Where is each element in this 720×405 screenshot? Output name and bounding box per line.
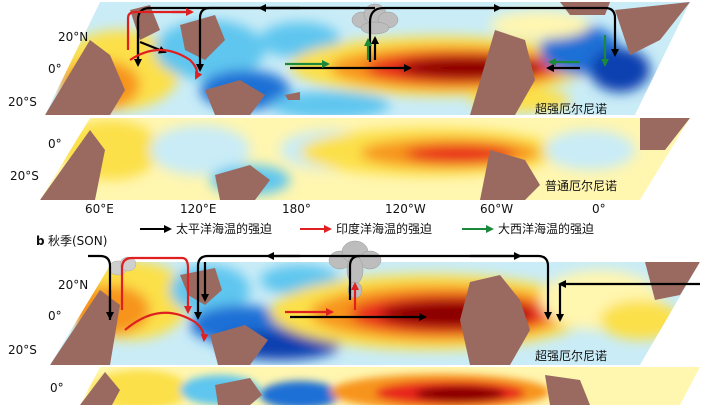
lat-label-20s-c: 20°S bbox=[8, 343, 37, 357]
lon-label-120e: 120°E bbox=[180, 202, 217, 216]
lon-label-180: 180° bbox=[282, 202, 311, 216]
lon-label-120w: 120°W bbox=[385, 202, 426, 216]
super-el-nino-label-top: 超强厄尔尼诺 bbox=[535, 101, 607, 116]
circulation-arrows-top bbox=[126, 4, 619, 80]
legend-label-indian: 印度洋海温的强迫 bbox=[336, 221, 432, 236]
lat-label-0-a: 0° bbox=[48, 62, 62, 76]
panel-season: 秋季(SON) bbox=[48, 234, 107, 248]
super-el-nino-label-son: 超强厄尔尼诺 bbox=[535, 348, 607, 363]
legend: 太平洋海温的强迫 印度洋海温的强迫 大西洋海温的强迫 bbox=[140, 221, 594, 236]
legend-label-atlantic: 大西洋海温的强迫 bbox=[498, 221, 594, 236]
lat-label-0-b: 0° bbox=[48, 137, 62, 151]
circulation-arrows-son bbox=[88, 252, 700, 342]
lat-label-20s-a: 20°S bbox=[8, 95, 37, 109]
longitude-axis: 60°E 120°E 180° 120°W 60°W 0° bbox=[85, 202, 606, 216]
lat-label-20n-c: 20°N bbox=[58, 278, 88, 292]
lat-label-20n-a: 20°N bbox=[58, 30, 88, 44]
lat-label-0-d: 0° bbox=[50, 381, 64, 395]
legend-label-pacific: 太平洋海温的强迫 bbox=[176, 221, 272, 236]
lat-label-0-c: 0° bbox=[48, 309, 62, 323]
map-super-el-nino-top bbox=[45, 2, 690, 115]
lat-label-20s-b: 20°S bbox=[10, 169, 39, 183]
map-normal-el-nino bbox=[40, 118, 690, 200]
normal-el-nino-label: 普通厄尔尼诺 bbox=[545, 178, 617, 193]
lon-label-60w: 60°W bbox=[480, 202, 513, 216]
panel-letter: b bbox=[36, 234, 45, 248]
lon-label-60e: 60°E bbox=[85, 202, 114, 216]
lon-label-0: 0° bbox=[592, 202, 606, 216]
map-bottom-partial bbox=[80, 367, 700, 405]
